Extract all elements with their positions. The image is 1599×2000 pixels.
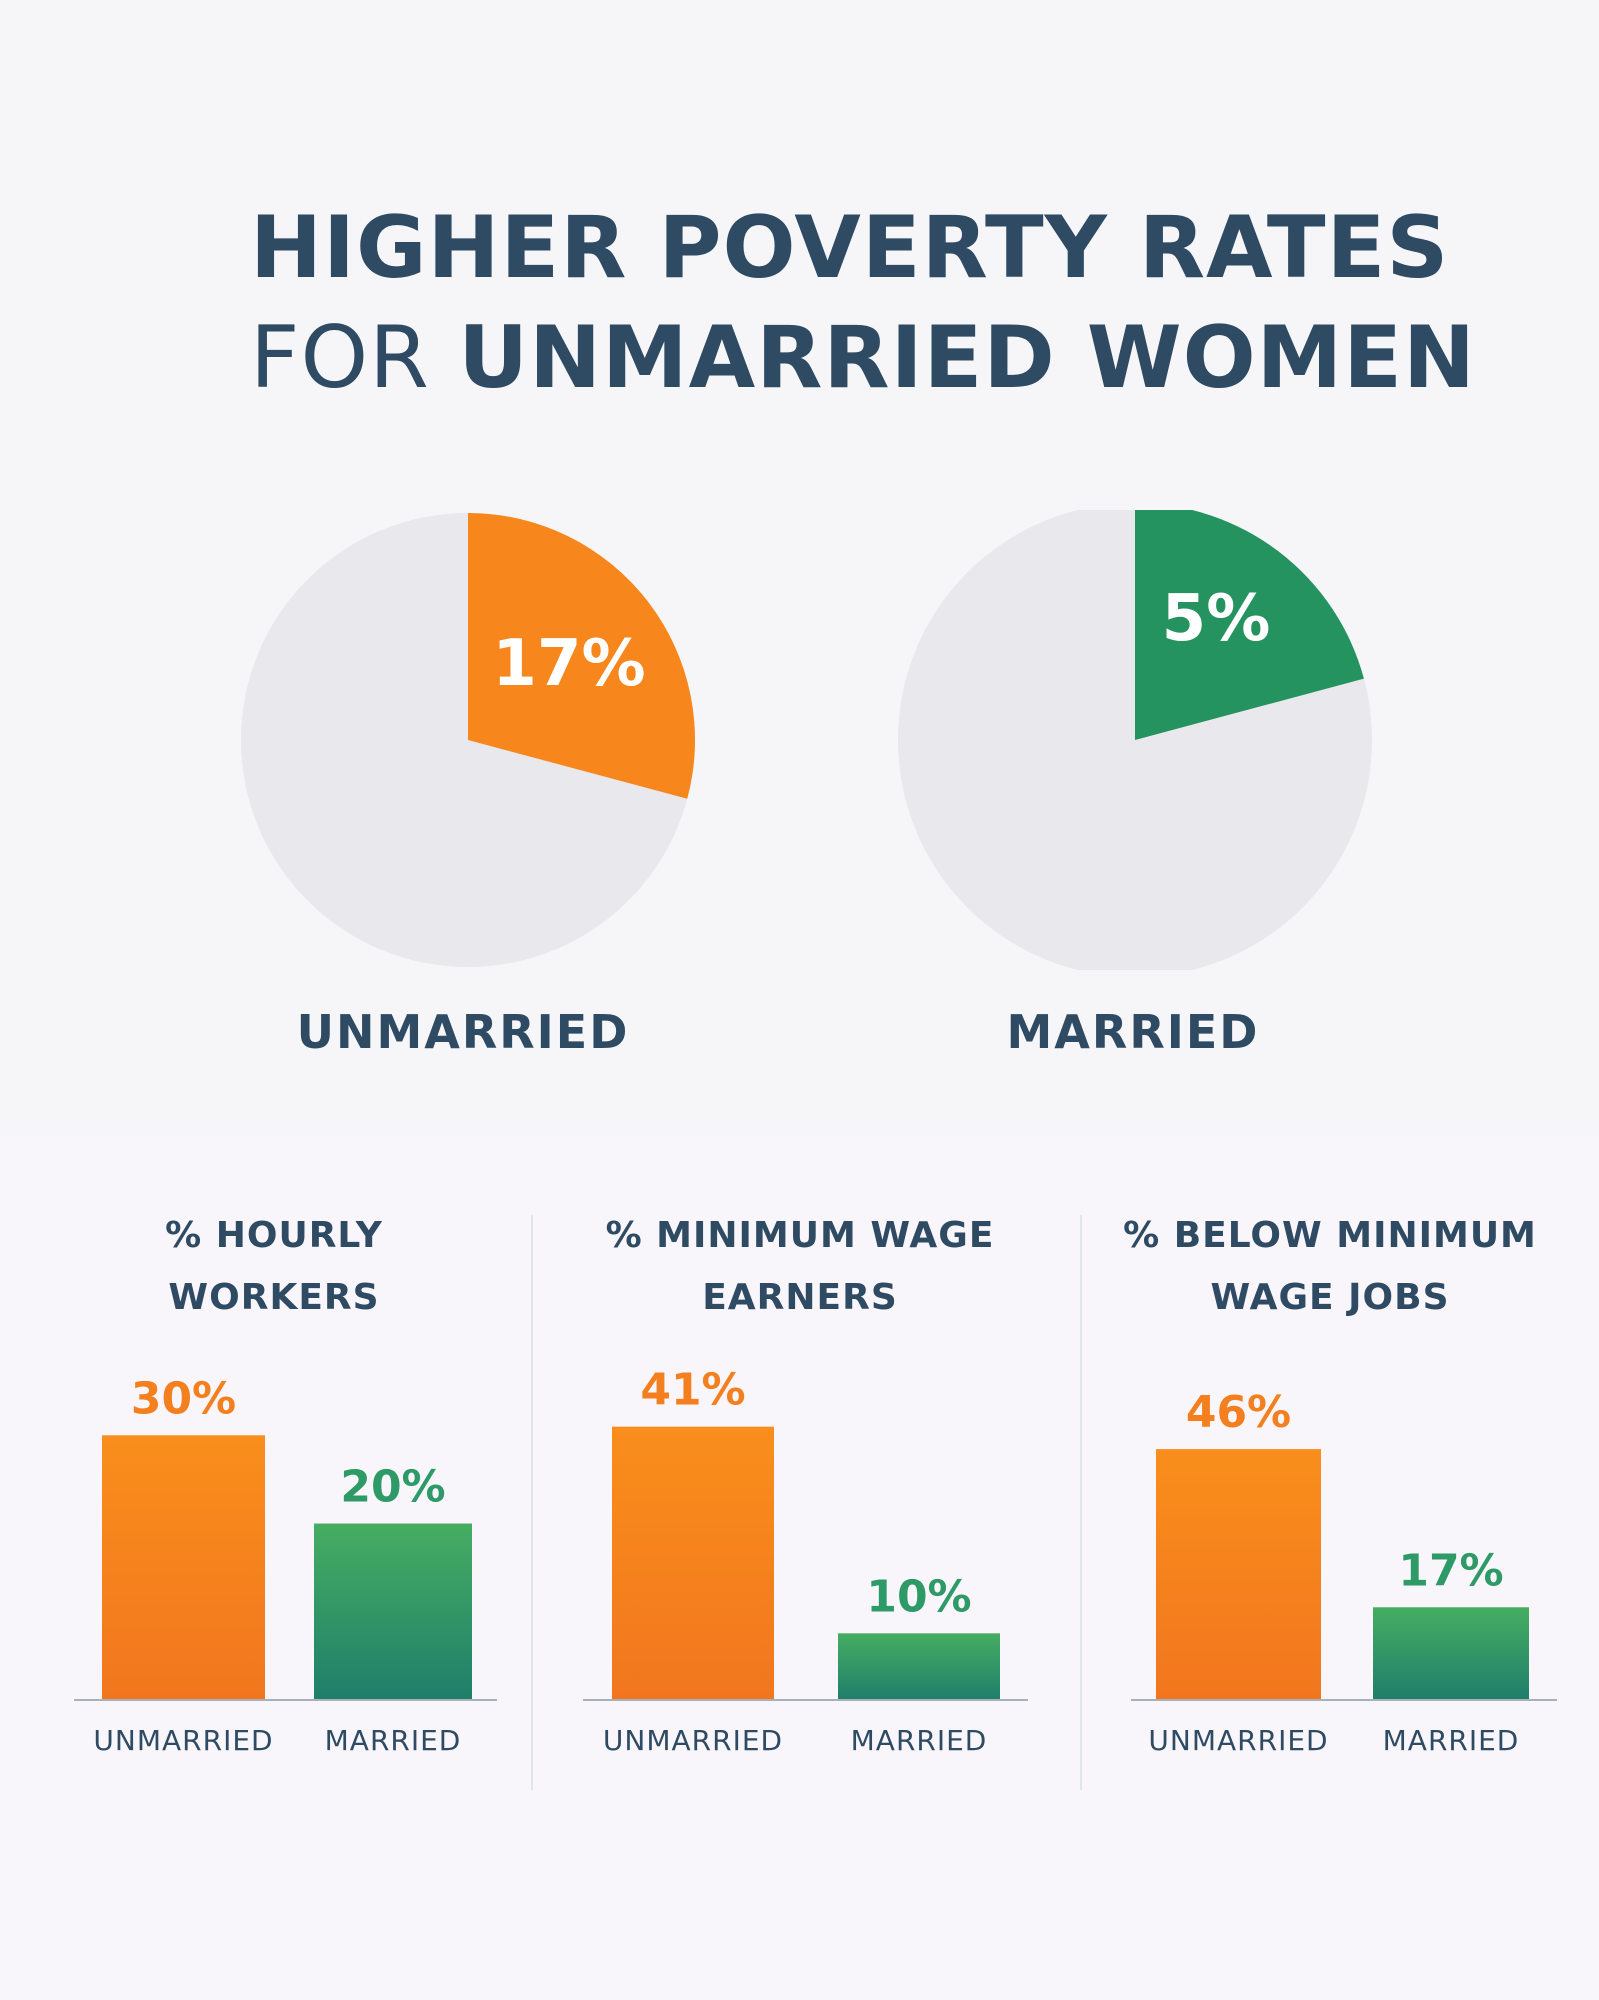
panel-title-line: % MINIMUM WAGE (605, 1215, 995, 1256)
panel-title-hourly: % HOURLY WORKERS (74, 1205, 474, 1329)
title-line-2: FOR UNMARRIED WOMEN (250, 315, 1475, 401)
panel-title-below-minimum: % BELOW MINIMUM WAGE JOBS (1100, 1205, 1560, 1329)
bar-value-label: 30% (131, 1373, 236, 1424)
pie-slice (468, 513, 695, 799)
pie-value-label: 5% (1162, 582, 1271, 656)
bar-value-label: 20% (340, 1462, 445, 1513)
pie-chart-married: 5% (898, 510, 1372, 970)
panel-title-line: % BELOW MINIMUM (1123, 1215, 1537, 1256)
bar-married (838, 1633, 1000, 1700)
bar-section-background (0, 1135, 1599, 2000)
pie-chart-unmarried: 17% (241, 513, 695, 967)
panel-title-line: WAGE JOBS (1210, 1277, 1450, 1318)
bar-unmarried (612, 1426, 774, 1700)
bar-married (1373, 1607, 1529, 1700)
category-label: UNMARRIED (93, 1724, 273, 1757)
pie-label-unmarried: UNMARRIED (296, 1005, 630, 1059)
panel-divider (531, 1215, 533, 1790)
pie-slice (1135, 510, 1364, 740)
bar-unmarried (1156, 1449, 1321, 1700)
bar-married (314, 1523, 472, 1700)
panel-title-line: EARNERS (702, 1277, 898, 1318)
panel-title-line: WORKERS (168, 1277, 380, 1318)
bar-value-label: 17% (1398, 1545, 1503, 1596)
title-prefix: FOR (250, 308, 459, 408)
bar-value-label: 41% (640, 1365, 745, 1416)
category-label: MARRIED (325, 1724, 462, 1757)
pie-label-married: MARRIED (1006, 1005, 1260, 1059)
panel-divider (1080, 1215, 1082, 1790)
category-label: UNMARRIED (1148, 1724, 1328, 1757)
bar-value-label: 46% (1186, 1387, 1291, 1438)
panel-title-minimum-wage: % MINIMUM WAGE EARNERS (560, 1205, 1040, 1329)
pie-value-label: 17% (492, 627, 645, 701)
title-line-1: HIGHER POVERTY RATES (250, 198, 1450, 298)
bar-unmarried (102, 1435, 265, 1700)
category-label: UNMARRIED (603, 1724, 783, 1757)
panel-title-line: % HOURLY (165, 1215, 383, 1256)
bar-value-label: 10% (866, 1571, 971, 1622)
title-emphasis: UNMARRIED WOMEN (458, 308, 1476, 408)
category-label: MARRIED (851, 1724, 988, 1757)
category-label: MARRIED (1383, 1724, 1520, 1757)
